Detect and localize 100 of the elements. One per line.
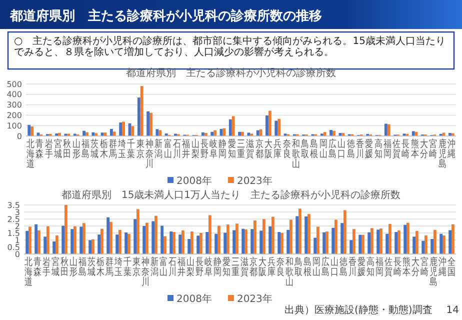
y-tick-label: 2 xyxy=(14,222,20,231)
x-tick-label: 鹿児島 xyxy=(438,138,446,170)
y-tick-label: 3 xyxy=(14,208,20,217)
x-tick-label: 長崎 xyxy=(394,256,402,278)
x-tick-label: 岩手 xyxy=(44,138,53,160)
x-tick-label: 秋田 xyxy=(60,256,68,278)
x-tick-label: 群馬 xyxy=(108,138,117,160)
x-tick-label: 山口 xyxy=(338,138,346,160)
x-tick-label: 広島 xyxy=(322,256,330,278)
x-tick-label: 千葉 xyxy=(124,256,132,278)
x-tick-label: 沖縄 xyxy=(438,256,446,278)
x-tick-label: 岩手 xyxy=(42,256,50,278)
x-tick-label: 京都 xyxy=(255,138,264,160)
legend-label: 2008年 xyxy=(176,175,212,187)
x-tick-label: 東京 xyxy=(132,256,140,278)
x-tick-label: 栃木 xyxy=(100,138,108,160)
x-tick-label: 熊本 xyxy=(402,256,410,278)
x-tick-label: 愛媛 xyxy=(365,138,374,160)
x-tick-label: 岡山 xyxy=(319,139,328,160)
y-tick-label: 500 xyxy=(6,80,22,89)
x-tick-label: 愛媛 xyxy=(358,256,366,278)
x-tick-label: 香川 xyxy=(348,256,356,278)
x-tick-label: 静岡 xyxy=(214,256,222,278)
x-tick-label: 和歌山 xyxy=(292,138,300,170)
x-tick-label: 佐賀 xyxy=(384,256,392,278)
x-tick-label: 島根 xyxy=(310,138,318,160)
x-tick-label: 宮崎 xyxy=(429,138,438,160)
chart-title: 都道府県別 15歳未満人口1万人当たり 主たる診療科が小児科の診療所数 xyxy=(61,189,401,201)
x-tick-label: 石川 xyxy=(168,257,176,278)
x-tick-label: 大阪 xyxy=(264,138,272,160)
x-tick-label: 滋賀 xyxy=(240,256,248,278)
x-tick-label: 高知 xyxy=(374,138,382,160)
y-tick-label: 0.5 xyxy=(7,242,20,252)
x-tick-label: 岐阜 xyxy=(210,138,218,160)
x-tick-label: 沖縄 xyxy=(446,138,456,160)
x-tick-label: 三重 xyxy=(232,257,240,278)
legend-label: 2008年 xyxy=(176,293,212,305)
x-tick-label: 宮城 xyxy=(53,138,62,160)
y-tick-label: 200 xyxy=(6,111,22,120)
x-tick-label: 長野 xyxy=(200,138,208,160)
x-tick-label: 北海道 xyxy=(26,138,35,170)
x-tick-label: 山口 xyxy=(330,256,338,278)
x-tick-label: 鹿児島 xyxy=(430,256,438,288)
x-tick-label: 兵庫 xyxy=(274,138,282,160)
x-tick-label: 和歌山 xyxy=(286,256,294,288)
x-tick-label: 山形 xyxy=(70,256,78,278)
x-tick-label: 神奈川 xyxy=(142,256,150,288)
x-tick-label: 鳥取 xyxy=(294,256,302,278)
y-tick-label: 3.5 xyxy=(7,200,20,210)
legend-label: 2023年 xyxy=(236,293,272,305)
x-tick-label: 北海道 xyxy=(24,256,32,288)
text: 14 xyxy=(446,305,459,316)
text: 都道府県別 主たる診療科が小児科の診療所数の推移 xyxy=(9,8,322,24)
x-tick-label: 福井 xyxy=(178,256,186,278)
x-tick-label: 山梨 xyxy=(186,256,194,278)
x-tick-label: 千葉 xyxy=(127,138,136,160)
x-tick-label: 奈良 xyxy=(282,138,291,160)
x-tick-label: 愛知 xyxy=(228,138,236,160)
x-tick-label: 埼玉 xyxy=(114,256,122,278)
x-tick-label: 奈良 xyxy=(276,256,284,278)
x-tick-label: 佐賀 xyxy=(392,138,401,160)
x-tick-label: 宮崎 xyxy=(420,256,428,278)
x-tick-label: 山形 xyxy=(72,138,80,160)
x-tick-label: 岡山 xyxy=(312,257,320,278)
x-tick-label: 宮城 xyxy=(50,256,60,278)
x-tick-label: 茨城 xyxy=(90,138,99,160)
x-tick-label: 神奈川 xyxy=(146,138,154,170)
x-tick-label: 香川 xyxy=(356,138,364,160)
x-tick-label: 大分 xyxy=(412,256,420,278)
x-tick-label: 福岡 xyxy=(376,256,384,278)
x-tick-label: 兵庫 xyxy=(268,256,276,278)
y-tick-label: 400 xyxy=(6,90,22,100)
x-tick-label: 青森 xyxy=(36,138,44,160)
x-tick-label: 徳島 xyxy=(340,256,348,278)
x-tick-label: 秋田 xyxy=(63,138,72,160)
x-tick-label: 茨城 xyxy=(86,256,96,278)
x-tick-label: 熊本 xyxy=(410,138,419,160)
x-tick-label: 三重 xyxy=(237,139,245,160)
x-tick-label: 群馬 xyxy=(104,256,114,278)
x-tick-label: 広島 xyxy=(328,138,336,160)
y-tick-label: 1 xyxy=(14,236,20,245)
x-tick-label: 新潟 xyxy=(150,256,158,278)
x-tick-label: 大阪 xyxy=(258,256,266,278)
y-tick-label: 1.5 xyxy=(7,228,20,238)
x-tick-label: 福岡 xyxy=(383,138,392,160)
x-tick-label: 全国 xyxy=(448,256,456,278)
x-tick-label: 石川 xyxy=(172,139,181,160)
x-tick-label: 山梨 xyxy=(191,138,200,160)
x-tick-label: 長野 xyxy=(196,256,204,278)
x-tick-label: 徳島 xyxy=(346,138,355,160)
legend-label: 2023年 xyxy=(236,175,272,187)
x-tick-label: 滋賀 xyxy=(246,138,254,160)
y-tick-label: 2.5 xyxy=(7,214,20,224)
x-tick-label: 福島 xyxy=(78,256,86,278)
x-tick-label: 東京 xyxy=(136,138,144,160)
source-note: 出典）医療施設(静態・動態)調査 xyxy=(284,304,432,316)
y-tick-label: 100 xyxy=(6,121,22,130)
y-tick-label: 300 xyxy=(6,100,22,110)
text: ○ 主たる診療科が小児科の診療所は、都市部に集中する傾向がみられる。15歳未満人口当たりでみると、８県を除いて増加しており、人口減少の影響が考えられる。 xyxy=(14,35,446,58)
x-tick-label: 高知 xyxy=(366,256,374,278)
